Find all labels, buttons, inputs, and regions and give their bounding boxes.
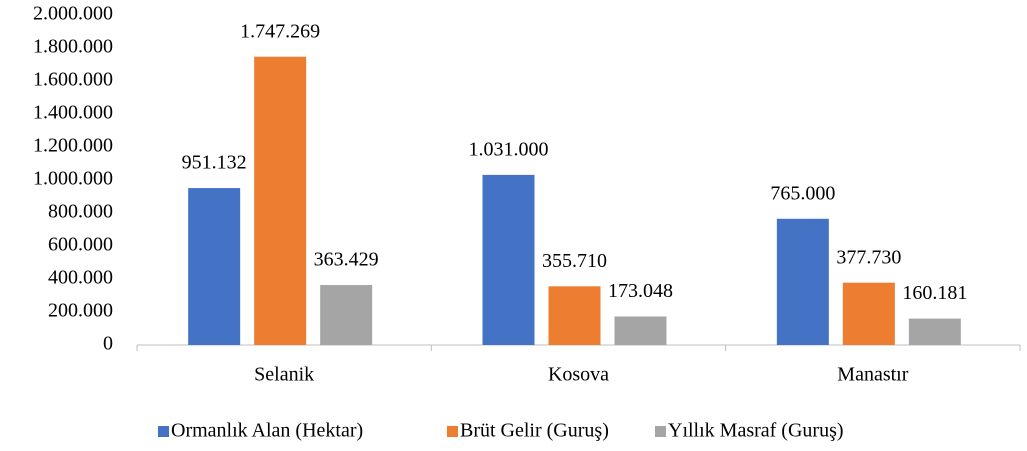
value-label: 363.429 (314, 249, 379, 271)
value-label: 173.048 (608, 280, 673, 302)
bar (842, 282, 895, 345)
y-tick-label: 0 (103, 333, 113, 355)
x-tick-label: Kosova (548, 364, 609, 386)
legend-swatch (158, 426, 169, 437)
value-label: 377.730 (836, 246, 901, 268)
y-tick-label: 2.000.000 (33, 3, 113, 25)
y-tick-label: 600.000 (48, 234, 113, 256)
legend-label: Brüt Gelir (Guruş) (460, 420, 609, 442)
value-label: 355.710 (542, 250, 607, 272)
y-tick-label: 1.000.000 (33, 168, 113, 190)
bar (548, 286, 601, 345)
y-tick-label: 1.600.000 (33, 69, 113, 91)
value-label: 1.747.269 (240, 20, 320, 42)
value-label: 160.181 (902, 282, 967, 304)
bar (188, 188, 241, 345)
x-tick-label: Selanik (254, 364, 314, 386)
legend-label: Ormanlık Alan (Hektar) (171, 420, 363, 442)
legend-swatch (447, 426, 458, 437)
bar (908, 318, 961, 345)
bar (614, 316, 667, 345)
bar (482, 174, 535, 345)
y-tick-label: 200.000 (48, 300, 113, 322)
x-tick-label: Manastır (837, 364, 908, 386)
y-tick-label: 1.200.000 (33, 135, 113, 157)
y-tick-label: 400.000 (48, 267, 113, 289)
y-tick-label: 1.400.000 (33, 102, 113, 124)
y-tick-label: 1.800.000 (33, 36, 113, 58)
y-tick-label: 800.000 (48, 201, 113, 223)
value-label: 1.031.000 (469, 138, 549, 160)
legend-swatch (655, 426, 666, 437)
legend-label: Yıllık Masraf (Guruş) (668, 420, 844, 442)
bar (254, 56, 307, 345)
bar (320, 285, 373, 345)
value-label: 951.132 (182, 152, 247, 174)
value-label: 765.000 (770, 182, 835, 204)
bar (776, 218, 829, 345)
